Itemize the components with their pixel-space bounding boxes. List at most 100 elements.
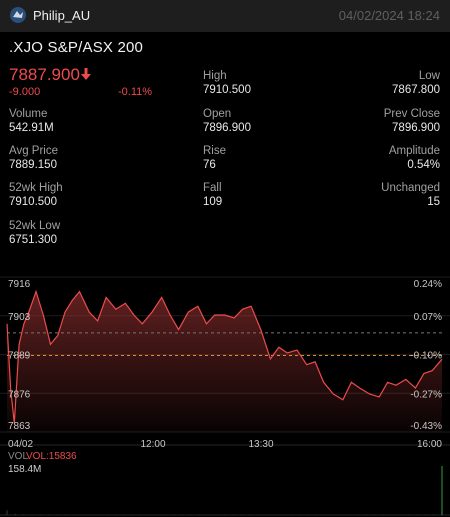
volume-bar <box>399 514 401 515</box>
volume-bar <box>39 514 41 515</box>
intraday-chart[interactable]: 7916 0.24% 7903 0.07% 7889 -0.10% 7876 -0.27% 78… <box>0 265 450 517</box>
volume-bar <box>257 514 259 515</box>
volume-bar <box>408 514 410 515</box>
volume-bar <box>382 514 384 515</box>
volume-bar <box>14 513 16 515</box>
volume-bar <box>123 514 125 515</box>
instrument-symbol: .XJO S&P/ASX 200 <box>9 39 144 56</box>
volume-bar <box>140 514 142 515</box>
wk52-high-value: 7910.500 <box>9 196 57 208</box>
down-arrow-icon <box>81 68 91 80</box>
amplitude-label: Amplitude <box>388 145 440 157</box>
volume-bar <box>48 514 50 515</box>
volume-bar <box>182 514 184 515</box>
volume-bar <box>307 514 309 515</box>
volume-bar <box>433 514 435 515</box>
volume-bar <box>416 514 418 515</box>
wk52-low-label: 52wk Low <box>9 220 61 232</box>
volume-bar <box>23 514 25 515</box>
time-axis-label: 16:00 <box>417 439 442 450</box>
price-axis-label: 7876 <box>8 389 31 400</box>
volume-bar <box>349 514 351 515</box>
fall-label: Fall <box>203 182 222 194</box>
pct-axis-label: 0.07% <box>414 312 442 323</box>
pct-axis-label: -0.10% <box>410 351 442 362</box>
volume-bar <box>90 514 92 515</box>
app-name: Philip_AU <box>33 8 91 23</box>
price-axis-label: 7863 <box>8 421 31 432</box>
avg-price-label: Avg Price <box>9 145 59 157</box>
volume-label: Volume <box>9 108 48 120</box>
unchanged-label: Unchanged <box>381 182 440 194</box>
volume-bar <box>424 514 426 515</box>
volume-bar <box>282 514 284 515</box>
volume-bar <box>157 514 159 515</box>
time-axis-label: 13:30 <box>248 439 273 450</box>
volume-bar <box>148 514 150 515</box>
avg-price-value: 7889.150 <box>9 159 57 171</box>
price-area <box>7 291 442 432</box>
volume-bar <box>198 514 200 515</box>
price-axis-label: 7889 <box>8 351 31 362</box>
volume-bar <box>73 514 75 515</box>
prev-close-value: 7896.900 <box>392 122 440 134</box>
volume-bar <box>81 514 83 515</box>
high-value: 7910.500 <box>203 84 251 96</box>
volume-readout: VOL:15836 <box>26 451 77 462</box>
volume-bar <box>190 514 192 515</box>
volume-max-label: 158.4M <box>8 464 41 475</box>
volume-bar <box>207 514 209 515</box>
volume-bar <box>165 514 167 515</box>
volume-bar <box>232 514 234 515</box>
volume-bar <box>115 514 117 515</box>
prev-close-label: Prev Close <box>383 108 440 120</box>
last-price: 7887.900 <box>9 65 80 84</box>
open-value: 7896.900 <box>203 122 251 134</box>
price-change-pct: -0.11% <box>118 86 153 98</box>
volume-bar <box>265 514 267 515</box>
rise-value: 76 <box>203 159 216 171</box>
pct-axis-label: 0.24% <box>414 279 442 290</box>
volume-bar <box>299 514 301 515</box>
datetime: 04/02/2024 18:24 <box>338 8 440 23</box>
volume-bar <box>249 514 251 515</box>
pct-axis-label: -0.43% <box>410 421 442 432</box>
volume-bar <box>56 514 58 515</box>
volume-bar <box>332 514 334 515</box>
price-line <box>6 289 443 424</box>
price-axis-label: 7903 <box>8 312 31 323</box>
volume-bar <box>316 514 318 515</box>
volume-bar <box>215 514 217 515</box>
title-bar: Philip_AU 04/02/2024 18:24 <box>0 0 450 32</box>
rise-label: Rise <box>203 145 227 157</box>
unchanged-value: 15 <box>427 196 440 208</box>
volume-bar <box>341 514 343 515</box>
volume-bar <box>173 514 175 515</box>
price-change: -9.000 <box>9 86 41 98</box>
low-value: 7867.800 <box>392 84 440 96</box>
volume-bar <box>357 514 359 515</box>
volume-bar <box>290 514 292 515</box>
volume-bar <box>106 514 108 515</box>
wk52-high-label: 52wk High <box>9 182 63 194</box>
volume-bar <box>224 514 225 515</box>
volume-bar <box>366 514 368 515</box>
volume-bar <box>324 514 326 515</box>
volume-bar <box>6 510 8 515</box>
volume-bar <box>391 514 393 515</box>
volume-bar <box>65 514 67 515</box>
time-axis-label: 04/02 <box>8 439 33 450</box>
volume-bar <box>240 514 242 515</box>
volume-bar <box>274 514 276 515</box>
volume-bar <box>441 466 443 515</box>
volume-label: VOL <box>8 451 28 462</box>
amplitude-value: 0.54% <box>407 159 440 171</box>
low-label: Low <box>418 70 440 82</box>
pct-axis-label: -0.27% <box>410 389 442 400</box>
volume-bar <box>131 514 133 515</box>
open-label: Open <box>203 108 232 120</box>
app-logo-icon <box>10 7 26 23</box>
price-axis-label: 7916 <box>8 279 31 290</box>
volume-bar <box>98 514 100 515</box>
volume-bar <box>31 514 33 515</box>
